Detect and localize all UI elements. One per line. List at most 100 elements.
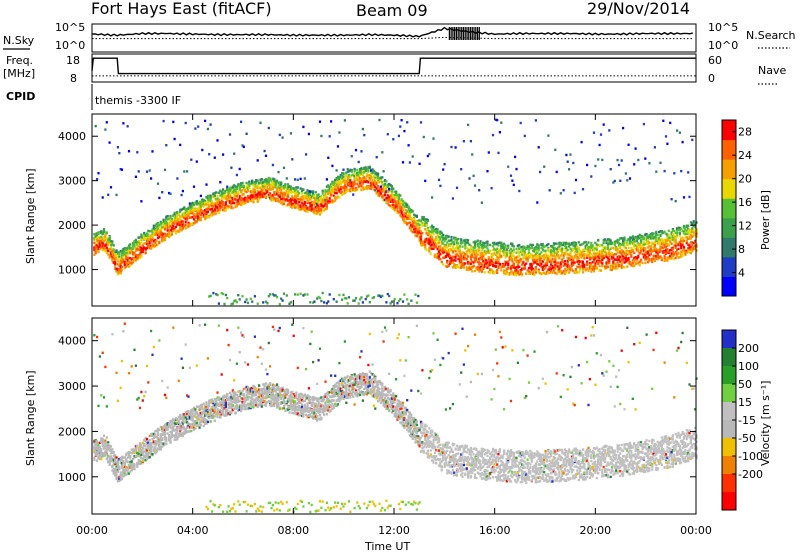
echo-cell [251, 198, 254, 201]
echo-cell [407, 144, 410, 147]
echo-cell [186, 218, 189, 221]
echo-cell [224, 293, 227, 297]
echo-cell [521, 272, 524, 276]
echo-cell [455, 243, 459, 247]
echo-cell [624, 172, 627, 175]
echo-cell [372, 179, 376, 182]
echo-cell [197, 207, 200, 210]
echo-cell [343, 297, 346, 300]
echo-cell [400, 215, 403, 218]
echo-cell [503, 253, 506, 256]
echo-cell [354, 176, 358, 179]
echo-cell [590, 252, 593, 256]
echo-cell [172, 229, 175, 233]
echo-cell [204, 209, 207, 212]
echo-cell [479, 240, 482, 243]
echo-cell [644, 157, 647, 160]
echo-cell [125, 255, 128, 258]
echo-cell [432, 241, 435, 245]
echo-cell [170, 217, 173, 221]
echo-cell [361, 186, 364, 189]
echo-cell [653, 244, 656, 247]
echo-cell [287, 193, 290, 196]
echo-cell [357, 174, 360, 177]
echo-cell [198, 210, 201, 213]
echo-cell [511, 258, 514, 261]
echo-cell [406, 203, 409, 206]
echo-cell [277, 200, 280, 203]
echo-cell [269, 183, 272, 186]
echo-cell [433, 255, 436, 259]
echo-cell [473, 269, 477, 273]
echo-cell [375, 177, 378, 180]
echo-cell [437, 250, 441, 253]
echo-cell [309, 198, 312, 201]
echo-cell [314, 198, 317, 202]
echo-cell [281, 196, 284, 199]
echo-cell [288, 203, 291, 207]
echo-cell [385, 180, 388, 183]
echo-cell [317, 210, 320, 213]
echo-cell [271, 183, 274, 186]
echo-cell [557, 254, 560, 257]
echo-cell [458, 249, 461, 252]
echo-cell [487, 256, 490, 259]
echo-cell [602, 123, 605, 126]
echo-cell [397, 201, 400, 204]
echo-cell [490, 187, 493, 190]
echo-cell [544, 266, 547, 269]
echo-cell [267, 193, 270, 196]
echo-cell [115, 269, 118, 273]
echo-cell [404, 205, 407, 208]
echo-cell [323, 196, 326, 199]
echo-cell [460, 266, 463, 269]
echo-cell [364, 185, 367, 189]
echo-cell [241, 295, 244, 298]
echo-cell [312, 201, 315, 205]
echo-cell [137, 170, 140, 173]
echo-cell [112, 250, 115, 253]
echo-cell [169, 220, 172, 223]
echo-cell [421, 221, 424, 225]
echo-cell [228, 133, 232, 136]
echo-cell [323, 200, 326, 203]
echo-cell [294, 203, 297, 206]
echo-cell [107, 237, 110, 240]
echo-cell [115, 193, 118, 197]
echo-cell [183, 225, 186, 228]
echo-cell [162, 119, 165, 123]
echo-cell [397, 134, 400, 138]
echo-cell [266, 190, 269, 193]
echo-cell [289, 301, 292, 304]
echo-cell [161, 231, 164, 235]
echo-cell [215, 198, 218, 201]
echo-cell [222, 200, 225, 204]
echo-cell [289, 191, 292, 194]
echo-cell [338, 181, 341, 184]
echo-cell [276, 179, 279, 183]
echo-cell [267, 187, 270, 191]
echo-cell [440, 235, 443, 238]
echo-cell [294, 195, 297, 198]
echo-cell [350, 155, 353, 158]
echo-cell [302, 205, 305, 208]
echo-cell [446, 259, 449, 263]
echo-cell [359, 180, 362, 184]
echo-cell [473, 242, 477, 245]
echo-cell [336, 145, 340, 148]
echo-cell [299, 196, 302, 199]
echo-cell [421, 241, 424, 244]
echo-cell [184, 227, 187, 230]
echo-cell [468, 268, 471, 272]
date-label: 29/Nov/2014 [587, 0, 690, 18]
echo-cell [187, 223, 190, 226]
echo-cell [249, 182, 252, 186]
echo-cell [222, 188, 225, 191]
echo-cell [418, 235, 421, 238]
echo-cell [197, 125, 200, 128]
echo-cell [336, 184, 340, 187]
echo-cell [487, 270, 490, 274]
echo-cell [306, 192, 309, 195]
echo-cell [313, 194, 316, 198]
echo-cell [234, 198, 237, 201]
